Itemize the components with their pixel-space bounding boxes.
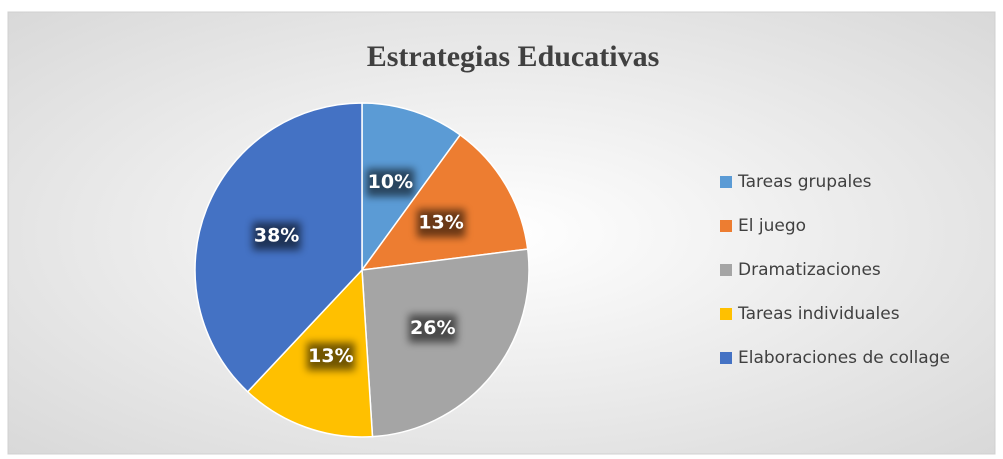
label-shadow bbox=[366, 168, 415, 197]
legend-swatch bbox=[720, 220, 732, 232]
label-shadow bbox=[408, 314, 457, 343]
legend-label: El juego bbox=[738, 216, 806, 236]
legend-swatch bbox=[720, 308, 732, 320]
legend-swatch bbox=[720, 264, 732, 276]
label-shadow bbox=[306, 342, 355, 371]
data-label: 10% bbox=[368, 171, 413, 193]
legend-swatch bbox=[720, 176, 732, 188]
pie-slice bbox=[361, 248, 530, 438]
legend-swatch bbox=[720, 352, 732, 364]
legend-label: Dramatizaciones bbox=[738, 260, 881, 280]
data-label: 26% bbox=[410, 317, 455, 339]
legend-label: Tareas individuales bbox=[737, 304, 900, 324]
data-label: 38% bbox=[254, 225, 299, 247]
pie-slice bbox=[360, 133, 529, 271]
data-label: 13% bbox=[308, 345, 353, 367]
label-shadow bbox=[252, 222, 301, 251]
label-shadow bbox=[417, 209, 466, 238]
pie: 10%13%26%13%38% bbox=[194, 102, 530, 438]
legend-label: Tareas grupales bbox=[737, 172, 872, 192]
legend-label: Elaboraciones de collage bbox=[738, 348, 950, 368]
legend: Tareas grupales El juego Dramatizaciones Ta… bbox=[720, 172, 950, 368]
data-label: 13% bbox=[418, 212, 463, 234]
chart-title: Estrategias Educativas bbox=[367, 40, 660, 73]
